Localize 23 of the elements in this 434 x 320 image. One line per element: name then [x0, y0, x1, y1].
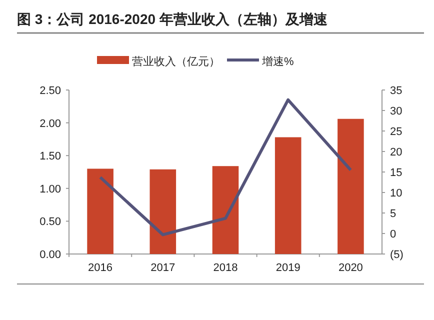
y2-tick-label: 30 — [390, 106, 402, 118]
y2-tick-label: 25 — [390, 126, 402, 138]
x-tick-label: 2017 — [150, 262, 176, 274]
x-tick-label: 2016 — [88, 262, 113, 274]
y-tick-label: 0.00 — [40, 249, 61, 261]
legend-label: 营业收入（亿元） — [132, 55, 220, 68]
y-tick-label: 1.50 — [40, 150, 61, 163]
y2-tick-label: 35 — [390, 85, 402, 97]
y-tick-label: 2.50 — [40, 85, 61, 97]
y2-tick-label: 15 — [390, 167, 402, 179]
legend-label: 增速% — [261, 55, 294, 68]
x-tick-label: 2020 — [338, 262, 363, 274]
y2-tick-label: 10 — [390, 188, 402, 200]
chart-title: 图 3：公司 2016-2020 年营业收入（左轴）及增速 — [17, 11, 328, 27]
y2-tick-label: 0 — [390, 228, 396, 240]
y2-tick-label: 20 — [390, 146, 402, 158]
y2-tick-label: 5 — [390, 208, 396, 220]
y-tick-label: 2.00 — [40, 118, 61, 130]
y2-tick-label: (5) — [390, 249, 404, 261]
x-tick-label: 2018 — [213, 262, 238, 274]
y-tick-label: 0.50 — [40, 216, 61, 228]
x-tick-label: 2019 — [276, 262, 300, 274]
y-tick-label: 1.00 — [40, 183, 61, 196]
